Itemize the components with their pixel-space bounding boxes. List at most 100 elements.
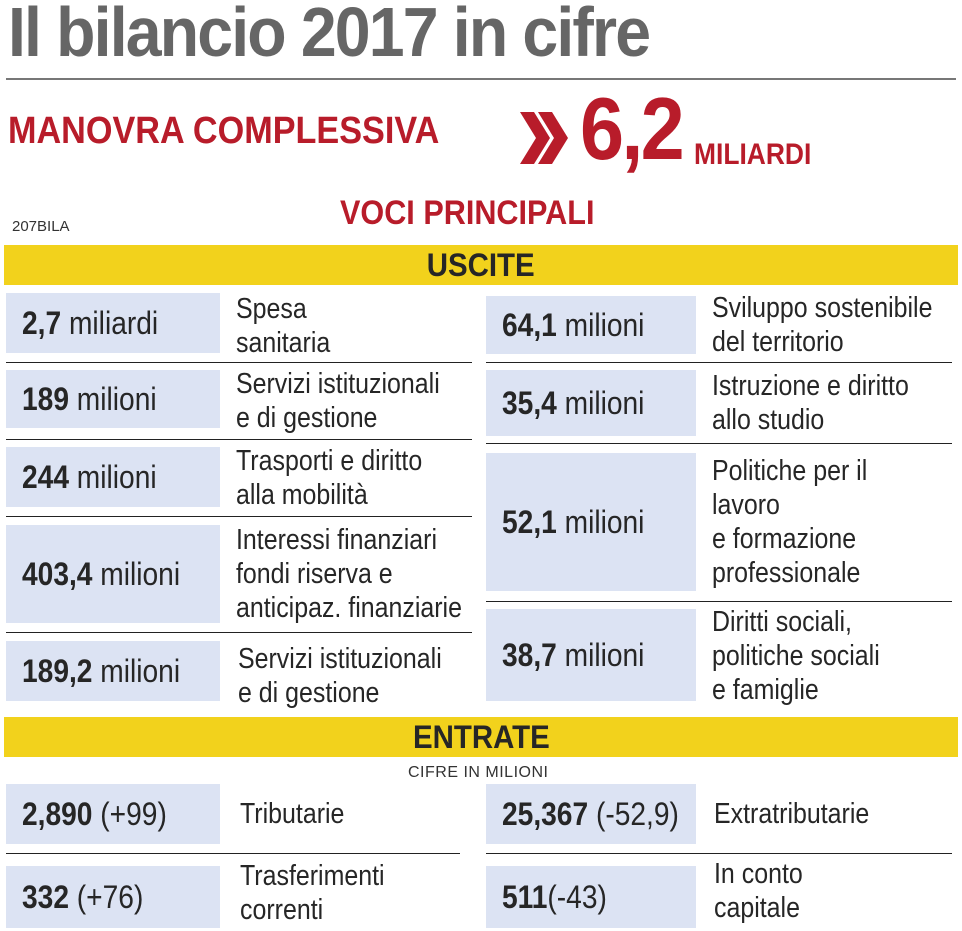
description-line: Extratributarie [714, 798, 870, 830]
description-line: Diritti sociali, [712, 606, 852, 638]
value-unit: milioni [92, 555, 181, 592]
description-line: Servizi istituzionali [236, 368, 440, 400]
description-line: alla mobilità [236, 479, 368, 511]
uscite-item-description: Politiche per il lavoro e formazione profes… [712, 452, 960, 592]
description-line: e famiglie [712, 674, 819, 706]
value-number: 332 [22, 878, 69, 915]
description-line: e di gestione [236, 402, 378, 434]
value-unit: milioni [68, 458, 157, 495]
value-number: 64,1 [502, 306, 557, 343]
value-unit: milioni [92, 652, 181, 689]
row-divider [486, 853, 952, 854]
value-number: 38,7 [502, 636, 557, 673]
description-line: Politiche per il [712, 455, 868, 487]
section-subtitle: VOCI PRINCIPALI [340, 194, 595, 232]
uscite-item-description: Interessi finanziari fondi riserva e antic… [236, 522, 470, 626]
value-number: 35,4 [502, 384, 557, 421]
value-unit: milioni [556, 306, 645, 343]
value-unit: (-52,9) [588, 795, 679, 832]
uscite-value-box: 52,1 milioni [486, 453, 696, 591]
value-number: 189 [22, 380, 69, 417]
entrate-item-description: Extratributarie [714, 784, 954, 844]
uscite-header: USCITE [427, 246, 535, 283]
value-number: 2,890 [22, 795, 93, 832]
entrate-note: CIFRE IN MILIONI [408, 764, 549, 781]
description-line: sanitaria [236, 327, 331, 359]
value-number: 244 [22, 458, 69, 495]
description-line: Trasporti e diritto [236, 445, 423, 477]
uscite-value-box: 64,1 milioni [486, 296, 696, 354]
entrate-header: ENTRATE [412, 718, 550, 755]
entrate-item-description: Trasferimenti correnti [240, 858, 460, 928]
description-line: Trasferimenti [240, 860, 385, 892]
row-divider [6, 439, 472, 440]
entrate-value-box: 2,890 (+99) [6, 784, 220, 844]
title-divider [6, 78, 956, 80]
value-unit: milioni [68, 380, 157, 417]
description-line: Servizi istituzionali [238, 643, 442, 675]
uscite-item-description: Servizi istituzionali e di gestione [238, 641, 472, 711]
entrate-item-description: Tributarie [240, 784, 460, 844]
description-line: allo studio [712, 404, 825, 436]
row-divider [486, 362, 952, 363]
row-divider [6, 632, 472, 633]
uscite-item-description: Servizi istituzionali e di gestione [236, 366, 470, 436]
description-line: Sviluppo sostenibile [712, 292, 933, 324]
value-unit: (+76) [68, 878, 144, 915]
value-number: 403,4 [22, 555, 93, 592]
row-divider [6, 362, 472, 363]
uscite-item-description: Diritti sociali, politiche sociali e famig… [712, 604, 960, 708]
double-chevron-right-icon [520, 112, 568, 164]
uscite-value-box: 189,2 milioni [6, 641, 220, 701]
row-divider [6, 853, 460, 854]
value-number: 25,367 [502, 795, 589, 832]
description-line: e di gestione [238, 677, 380, 709]
description-line: Spesa [236, 293, 307, 325]
manovra-unit: MILIARDI [694, 138, 812, 171]
description-line: correnti [240, 894, 324, 926]
value-number: 511 [502, 878, 548, 915]
value-unit: milioni [556, 503, 645, 540]
description-line: capitale [714, 892, 800, 924]
value-unit: milioni [556, 384, 645, 421]
uscite-value-box: 2,7 miliardi [6, 293, 220, 353]
entrate-header-band: ENTRATE [4, 717, 958, 757]
page-title: Il bilancio 2017 in cifre [8, 0, 651, 71]
row-divider [6, 516, 472, 517]
row-divider [486, 601, 952, 602]
value-number: 52,1 [502, 503, 557, 540]
uscite-value-box: 189 milioni [6, 370, 220, 428]
description-line: e formazione [712, 523, 857, 555]
value-unit: (+99) [92, 795, 167, 832]
description-line: lavoro [712, 489, 780, 521]
manovra-label: MANOVRA COMPLESSIVA [8, 110, 440, 152]
uscite-header-band: USCITE [4, 245, 958, 285]
description-line: Istruzione e diritto [712, 370, 909, 402]
entrate-item-description: In conto capitale [714, 856, 954, 926]
entrate-value-box: 511(-43) [486, 866, 696, 928]
graphic-code: 207BILA [12, 218, 70, 235]
description-line: fondi riserva e [236, 558, 393, 590]
description-line: Tributarie [240, 798, 345, 830]
uscite-item-description: Istruzione e diritto allo studio [712, 368, 960, 438]
value-unit: (-43) [547, 878, 607, 915]
value-number: 189,2 [22, 652, 93, 689]
uscite-value-box: 244 milioni [6, 447, 220, 507]
description-line: politiche sociali [712, 640, 880, 672]
value-number: 2,7 [22, 304, 62, 341]
uscite-item-description: Trasporti e diritto alla mobilità [236, 445, 470, 511]
description-line: Interessi finanziari [236, 524, 437, 556]
value-unit: miliardi [61, 304, 159, 341]
row-divider [486, 443, 952, 444]
uscite-value-box: 403,4 milioni [6, 525, 220, 623]
uscite-item-description: Sviluppo sostenibile del territorio [712, 290, 960, 360]
manovra-value: 6,2 [580, 79, 685, 178]
description-line: In conto [714, 858, 803, 890]
value-unit: milioni [556, 636, 645, 673]
entrate-value-box: 332 (+76) [6, 866, 220, 928]
uscite-item-description: Spesa sanitaria [236, 293, 470, 359]
uscite-value-box: 38,7 milioni [486, 609, 696, 701]
description-line: anticipaz. finanziarie [236, 592, 462, 624]
uscite-value-box: 35,4 milioni [486, 370, 696, 436]
description-line: professionale [712, 557, 861, 589]
